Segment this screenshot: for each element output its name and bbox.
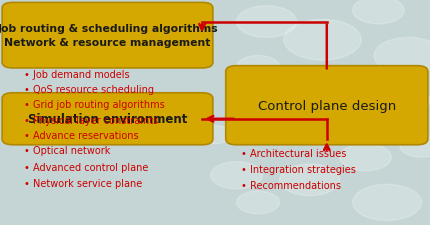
Text: • Integration strategies: • Integration strategies bbox=[241, 164, 356, 174]
Text: • QoS resource scheduling: • QoS resource scheduling bbox=[24, 85, 154, 94]
Circle shape bbox=[237, 191, 280, 214]
Text: • Recommendations: • Recommendations bbox=[241, 180, 341, 190]
Circle shape bbox=[331, 68, 374, 90]
Circle shape bbox=[284, 20, 361, 61]
Text: Simulation environment: Simulation environment bbox=[28, 113, 187, 126]
Circle shape bbox=[275, 88, 327, 115]
Text: • Advanced control plane: • Advanced control plane bbox=[24, 162, 148, 172]
Text: Control plane design: Control plane design bbox=[258, 99, 396, 112]
Circle shape bbox=[280, 164, 340, 196]
Circle shape bbox=[400, 135, 430, 158]
Text: • Physical layer constraints: • Physical layer constraints bbox=[24, 115, 158, 125]
Circle shape bbox=[237, 56, 280, 79]
Circle shape bbox=[237, 7, 297, 38]
Text: • Advance reservations: • Advance reservations bbox=[24, 130, 138, 140]
Circle shape bbox=[370, 86, 430, 117]
Text: • Grid job routing algorithms: • Grid job routing algorithms bbox=[24, 100, 164, 110]
Circle shape bbox=[374, 38, 430, 74]
Text: • Optical network: • Optical network bbox=[24, 146, 110, 156]
Text: • Network service plane: • Network service plane bbox=[24, 178, 142, 188]
Circle shape bbox=[198, 126, 232, 144]
Circle shape bbox=[211, 162, 262, 189]
Circle shape bbox=[353, 0, 404, 25]
Circle shape bbox=[353, 184, 421, 220]
FancyBboxPatch shape bbox=[2, 3, 213, 69]
FancyBboxPatch shape bbox=[226, 66, 428, 145]
Text: Job routing & scheduling algorithms
Network & resource management: Job routing & scheduling algorithms Netw… bbox=[0, 24, 218, 48]
FancyBboxPatch shape bbox=[2, 93, 213, 145]
Circle shape bbox=[340, 144, 391, 171]
Text: • Architectural issues: • Architectural issues bbox=[241, 148, 346, 158]
Text: • Job demand models: • Job demand models bbox=[24, 69, 129, 79]
